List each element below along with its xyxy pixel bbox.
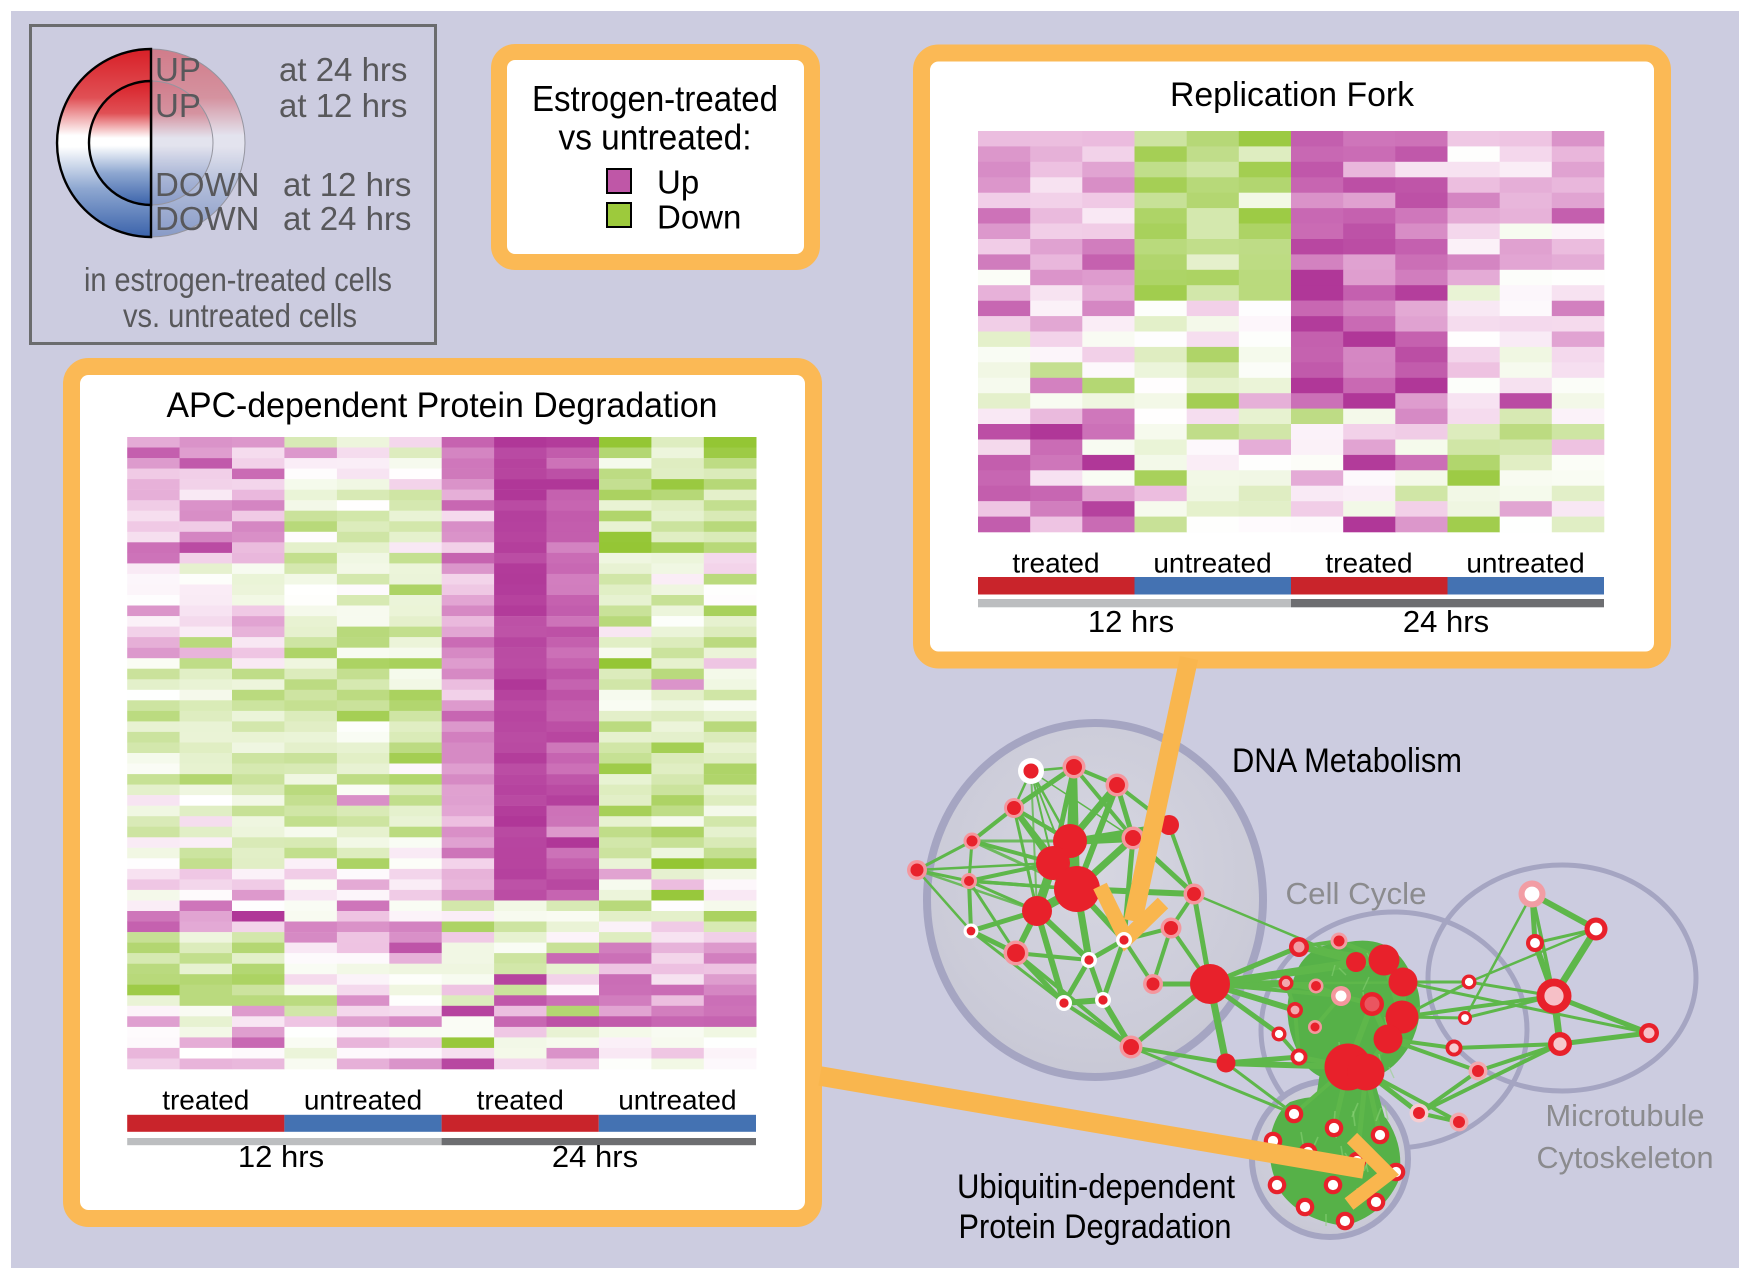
- svg-text:Ubiquitin-dependent: Ubiquitin-dependent: [957, 1168, 1236, 1206]
- svg-text:12 hrs: 12 hrs: [238, 1139, 324, 1174]
- svg-text:12 hrs: 12 hrs: [1088, 604, 1174, 639]
- svg-text:Microtubule: Microtubule: [1546, 1098, 1705, 1133]
- svg-text:24 hrs: 24 hrs: [552, 1139, 638, 1174]
- svg-text:untreated: untreated: [304, 1085, 422, 1116]
- svg-text:DOWN: DOWN: [155, 166, 259, 203]
- svg-text:UP: UP: [155, 51, 201, 88]
- svg-text:vs untreated:: vs untreated:: [559, 117, 752, 158]
- svg-text:treated: treated: [1325, 548, 1412, 579]
- svg-text:vs. untreated cells: vs. untreated cells: [123, 297, 357, 334]
- svg-text:treated: treated: [162, 1085, 249, 1116]
- svg-text:treated: treated: [1012, 548, 1099, 579]
- svg-text:UP: UP: [155, 87, 201, 124]
- svg-text:at 24 hrs: at 24 hrs: [279, 51, 407, 88]
- svg-text:Replication Fork: Replication Fork: [1170, 76, 1415, 114]
- svg-text:at 12 hrs: at 12 hrs: [283, 166, 411, 203]
- svg-text:Protein Degradation: Protein Degradation: [959, 1208, 1232, 1246]
- svg-text:Estrogen-treated: Estrogen-treated: [532, 78, 778, 119]
- svg-text:Down: Down: [657, 199, 741, 236]
- svg-text:at 24 hrs: at 24 hrs: [283, 200, 411, 237]
- svg-text:at 12 hrs: at 12 hrs: [279, 87, 407, 124]
- svg-text:in estrogen-treated cells: in estrogen-treated cells: [84, 261, 392, 298]
- svg-text:DNA Metabolism: DNA Metabolism: [1232, 742, 1462, 780]
- svg-text:24 hrs: 24 hrs: [1403, 604, 1489, 639]
- svg-text:Cytoskeleton: Cytoskeleton: [1537, 1140, 1714, 1175]
- svg-text:APC-dependent Protein Degradat: APC-dependent Protein Degradation: [167, 386, 718, 425]
- svg-text:Cell Cycle: Cell Cycle: [1286, 876, 1427, 911]
- svg-text:DOWN: DOWN: [155, 200, 259, 237]
- svg-text:untreated: untreated: [1466, 548, 1584, 579]
- svg-text:untreated: untreated: [1153, 548, 1271, 579]
- svg-text:untreated: untreated: [618, 1085, 736, 1116]
- svg-text:Up: Up: [657, 164, 699, 201]
- svg-text:treated: treated: [477, 1085, 564, 1116]
